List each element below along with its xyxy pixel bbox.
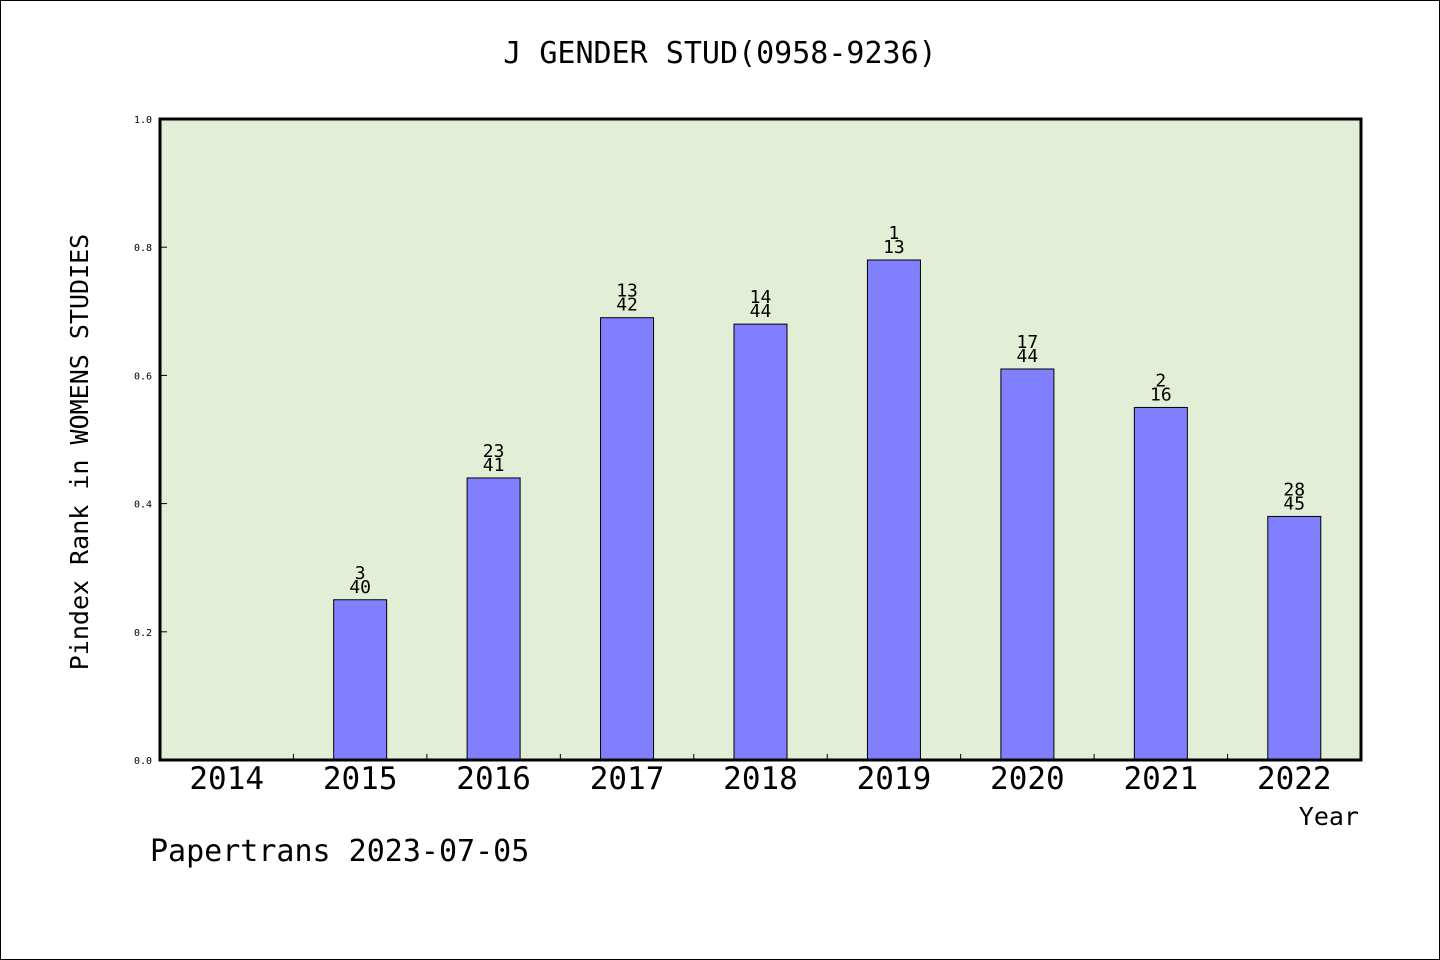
y-tick-label: 0.6 [134,371,152,382]
bar-2022 [1267,515,1322,761]
x-tick-label-2019: 2019 [857,761,932,797]
x-tick-label-2017: 2017 [590,761,665,797]
bar-label-top-2017: 13 [616,281,638,302]
bar-label-top-2016: 23 [483,441,505,462]
x-tick-label-2020: 2020 [990,761,1065,797]
bar-label-bottom-2022: 45 [1283,493,1305,514]
bar-label-bottom-2018: 44 [750,301,772,322]
x-axis-label: Year [1299,802,1359,831]
y-axis-label: Pindex Rank in WOMENS STUDIES [65,234,94,671]
x-tick-label-2015: 2015 [323,761,398,797]
y-tick-label: 0.2 [134,628,152,639]
bar-2017 [600,317,655,761]
bar-label-top-2022: 28 [1283,479,1305,500]
bar-label-top-2019: 1 [889,223,900,244]
bar-2018 [733,323,788,761]
bar-2016 [466,477,521,761]
chart-title: J GENDER STUD(0958-9236) [503,36,937,71]
bar-label-bottom-2017: 42 [616,295,638,316]
bar-label-top-2021: 2 [1155,370,1166,391]
x-tick-label-2014: 2014 [189,761,264,797]
bar-label-bottom-2015: 40 [349,577,371,598]
footer-credit: Papertrans 2023-07-05 [150,834,530,869]
y-tick-label: 0.0 [134,756,152,767]
bar-label-top-2018: 14 [750,287,772,308]
bar-2020 [1000,368,1055,761]
x-tick-label-2022: 2022 [1257,761,1332,797]
bar-2021 [1133,406,1188,761]
bar-2015 [333,599,388,761]
x-tick-label-2016: 2016 [456,761,531,797]
plot-border [158,117,1363,762]
y-tick-label: 0.8 [134,243,152,254]
bar-label-bottom-2016: 41 [483,455,505,476]
bar-2019 [866,259,921,761]
bar-label-bottom-2020: 44 [1017,346,1039,367]
x-tick-label-2018: 2018 [723,761,798,797]
bar-label-bottom-2021: 16 [1150,384,1172,405]
bar-label-top-2020: 17 [1017,332,1039,353]
x-tick-label-2021: 2021 [1124,761,1199,797]
y-tick-label: 1.0 [134,115,152,126]
bar-label-top-2015: 3 [355,563,366,584]
y-tick-label: 0.4 [134,500,152,511]
bar-label-bottom-2019: 13 [883,237,905,258]
